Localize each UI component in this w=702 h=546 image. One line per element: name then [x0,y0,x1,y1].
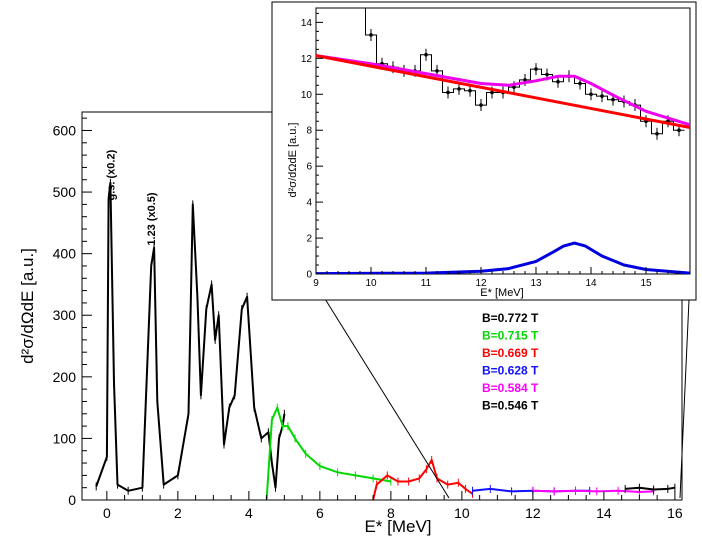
inset-data-point [523,78,527,82]
inset-x-tick-label: 14 [585,278,597,289]
inset-x-axis: 9 10 11 12 13 14 15 [313,267,691,289]
main-series-line-2 [265,406,392,500]
main-y-tick-label: 600 [53,122,77,138]
main-x-axis-title: E* [MeV] [364,517,431,536]
inset-fit-background-curve [316,54,690,129]
inset-plot: 9 10 11 12 13 14 15 0 2 4 6 8 10 12 14 E* [MeV] d²σ/d… [271,1,697,301]
main-x-tick-label: 4 [245,505,253,521]
main-x-tick-label: 12 [525,505,541,521]
inset-fit-total-curve [316,54,690,127]
inset-y-axis: 0 2 4 6 8 10 12 14 [301,12,323,281]
main-y-tick-label: 0 [68,492,76,508]
legend-entry-5: B=0.584 T [482,381,539,395]
inset-x-tick-label: 15 [640,278,652,289]
inset-y-tick-label: 2 [306,234,312,245]
main-x-tick-label: 0 [103,505,111,521]
legend-entry-2: B=0.715 T [482,329,539,343]
inset-data-point [468,88,472,93]
main-x-tick-label: 14 [596,505,612,521]
inset-data-point [589,92,593,97]
inset-data-point [578,81,582,86]
main-x-tick-label: 16 [667,505,683,521]
inset-x-tick-label: 13 [530,278,542,289]
legend-entry-3: B=0.669 T [482,346,539,360]
annotation-ground-state: g.s. (x0.2) [105,149,117,200]
main-y-tick-label: 500 [53,184,77,200]
inset-y-tick-label: 10 [301,90,313,101]
main-annotations: g.s. (x0.2) 1.23 (x0.5) [105,149,158,245]
inset-data-point [611,97,615,102]
inset-data-point [534,67,538,71]
main-x-axis: 0 2 4 6 8 10 12 14 16 [103,491,683,521]
inset-y-tick-label: 6 [306,162,312,173]
main-series-line-1 [95,181,286,492]
main-y-tick-label: 100 [53,430,77,446]
inset-data-point [457,87,461,91]
legend-entry-6: B=0.546 T [482,399,539,413]
main-y-tick-label: 200 [53,369,77,385]
main-x-tick-label: 2 [174,505,182,521]
inset-data-point [490,90,494,95]
inset-x-tick-label: 10 [365,278,377,289]
legend-entry-1: B=0.772 T [482,311,539,325]
inset-y-tick-label: 12 [301,54,313,65]
inset-data-point [655,132,659,136]
inset-y-tick-label: 8 [306,126,312,137]
zoom-connector-left [311,277,450,499]
inset-x-axis-title: E* [MeV] [480,287,523,299]
inset-x-tick-label: 9 [313,278,319,289]
main-x-tick-label: 8 [387,505,395,521]
main-series-line-5 [532,489,654,493]
main-y-tick-label: 400 [53,246,77,262]
inset-y-axis-title: d²σ/dΩdE [a.u.] [287,123,299,198]
inset-data-point [479,103,483,107]
inset-y-tick-label: 0 [306,270,312,281]
inset-data-point [556,79,560,84]
inset-y-tick-label: 14 [301,18,313,29]
legend-entry-4: B=0.628 T [482,364,539,378]
main-y-tick-label: 300 [53,307,77,323]
inset-data-point [545,72,549,77]
inset-data-point [512,85,516,89]
inset-plot-frame [315,7,691,275]
zoom-connector-right [679,277,691,499]
inset-series-group [316,8,690,274]
inset-data-point [600,94,604,98]
inset-data-point [369,33,373,37]
main-series-group [95,178,676,500]
inset-x-tick-label: 11 [421,278,432,289]
inset-data-point [424,52,428,57]
main-y-axis: 0 100 200 300 400 500 600 [53,117,92,508]
legend: B=0.772 T B=0.715 T B=0.669 T B=0.628 T B=0.… [482,311,539,413]
main-y-axis-title: d²σ/dΩdE [a.u.] [18,248,37,364]
inset-x-tick-label: 12 [475,278,487,289]
annotation-1-23: 1.23 (x0.5) [146,192,158,246]
main-x-tick-label: 6 [316,505,324,521]
inset-data-point [435,69,439,73]
inset-data-point [446,90,450,95]
inset-data-point [677,128,681,133]
inset-y-tick-label: 4 [306,198,312,209]
main-x-tick-label: 10 [454,505,470,521]
